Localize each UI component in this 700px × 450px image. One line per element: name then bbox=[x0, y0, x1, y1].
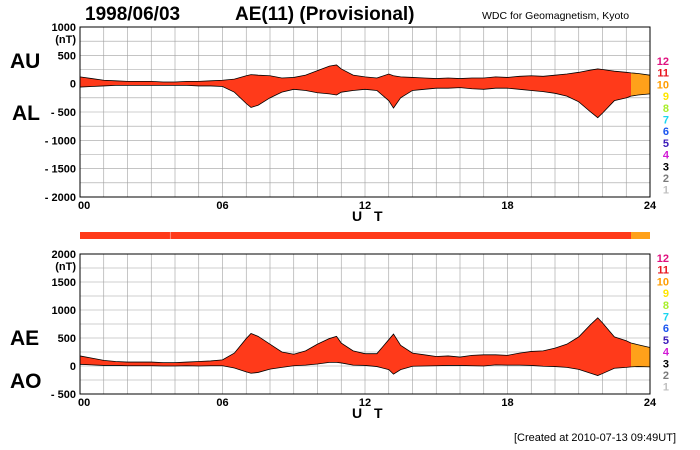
top-station-legend-item: 1 bbox=[663, 185, 669, 197]
bottom-station-legend-item: 2 bbox=[663, 370, 669, 382]
bottom-x-tick-label: 18 bbox=[501, 397, 513, 409]
bottom-station-legend-item: 10 bbox=[657, 276, 669, 288]
bottom-station-legend-item: 1 bbox=[663, 382, 669, 394]
bottom-station-legend-item: 6 bbox=[663, 323, 669, 335]
bottom-y-tick-label: - 500 bbox=[51, 389, 76, 401]
bottom-y-unit-label: (nT) bbox=[55, 261, 76, 273]
bottom-series-ae-line bbox=[79, 317, 651, 364]
bottom-series-ao-line bbox=[79, 361, 651, 376]
bottom-x-tick-label: 06 bbox=[216, 397, 228, 409]
top-y-unit-label: (nT) bbox=[55, 34, 76, 46]
bottom-x-tick-label: 12 bbox=[359, 397, 371, 409]
top-y-tick-label: - 1500 bbox=[45, 164, 76, 176]
bottom-x-axis-title: U T bbox=[352, 405, 387, 421]
top-station-legend-item: 10 bbox=[657, 79, 669, 91]
bottom-y-tick-label: 500 bbox=[58, 333, 76, 345]
bottom-y-tick-label: 0 bbox=[70, 361, 76, 373]
bottom-y-tick-label: 2000 bbox=[52, 249, 76, 261]
bottom-station-legend-item: 4 bbox=[663, 347, 670, 359]
bottom-station-legend-item: 3 bbox=[663, 358, 669, 370]
top-series-au-line bbox=[79, 64, 651, 83]
bottom-plot-frame bbox=[79, 253, 651, 395]
top-y-tick-label: 500 bbox=[58, 50, 76, 62]
top-x-tick-label: 18 bbox=[501, 200, 513, 212]
bottom-station-legend-item: 11 bbox=[657, 265, 669, 277]
top-y-tick-label: 1000 bbox=[52, 22, 76, 34]
top-station-legend-item: 2 bbox=[663, 173, 669, 185]
top-y-tick-label: - 2000 bbox=[45, 192, 76, 204]
date-label: 1998/06/03 bbox=[85, 4, 181, 25]
top-station-legend-item: 6 bbox=[663, 126, 669, 138]
top-station-legend-item: 8 bbox=[663, 103, 669, 115]
top-station-legend-item: 3 bbox=[663, 161, 669, 173]
top-y-tick-label: - 1000 bbox=[45, 135, 76, 147]
chart-title: AE(11) (Provisional) bbox=[235, 4, 415, 25]
top-x-tick-label: 24 bbox=[644, 200, 657, 212]
al-side-label: AL bbox=[12, 102, 40, 125]
bottom-station-legend-item: 8 bbox=[663, 300, 669, 312]
bottom-station-legend-item: 9 bbox=[663, 288, 669, 300]
ae-side-label: AE bbox=[10, 327, 40, 350]
created-timestamp: [Created at 2010-07-13 09:49UT] bbox=[513, 432, 676, 444]
top-band-end bbox=[631, 72, 650, 97]
top-x-tick-label: 00 bbox=[78, 200, 90, 212]
bottom-x-tick-label: 24 bbox=[644, 397, 657, 409]
bottom-grid bbox=[80, 254, 650, 394]
top-station-legend-item: 5 bbox=[663, 138, 669, 150]
ao-side-label: AO bbox=[10, 370, 42, 393]
bottom-band-end bbox=[631, 343, 650, 367]
top-station-legend-item: 9 bbox=[663, 91, 669, 103]
source-label: WDC for Geomagnetism, Kyoto bbox=[482, 10, 630, 22]
bottom-x-tick-label: 00 bbox=[78, 397, 90, 409]
top-x-tick-label: 12 bbox=[359, 200, 371, 212]
top-plot-frame bbox=[79, 26, 651, 198]
bottom-station-legend-item: 12 bbox=[657, 253, 669, 265]
station-bar-segment bbox=[80, 232, 631, 239]
top-y-tick-label: - 500 bbox=[51, 107, 76, 119]
top-station-legend-item: 7 bbox=[663, 115, 669, 127]
top-x-axis-title: U T bbox=[352, 208, 387, 224]
top-grid bbox=[80, 27, 650, 197]
bottom-band-main bbox=[80, 317, 631, 376]
bottom-y-tick-label: 1500 bbox=[52, 277, 76, 289]
top-station-legend-item: 4 bbox=[663, 150, 670, 162]
top-band-main bbox=[80, 64, 631, 118]
top-station-legend-item: 11 bbox=[657, 68, 669, 80]
bottom-station-legend-item: 5 bbox=[663, 335, 669, 347]
bottom-station-legend-item: 7 bbox=[663, 312, 669, 324]
top-station-legend-item: 12 bbox=[657, 56, 669, 68]
au-side-label: AU bbox=[10, 50, 41, 73]
top-series-al-line bbox=[79, 84, 651, 119]
station-bar-segment bbox=[631, 232, 650, 239]
bottom-y-tick-label: 1000 bbox=[52, 305, 76, 317]
top-x-tick-label: 06 bbox=[216, 200, 228, 212]
top-y-tick-label: 0 bbox=[70, 79, 76, 91]
